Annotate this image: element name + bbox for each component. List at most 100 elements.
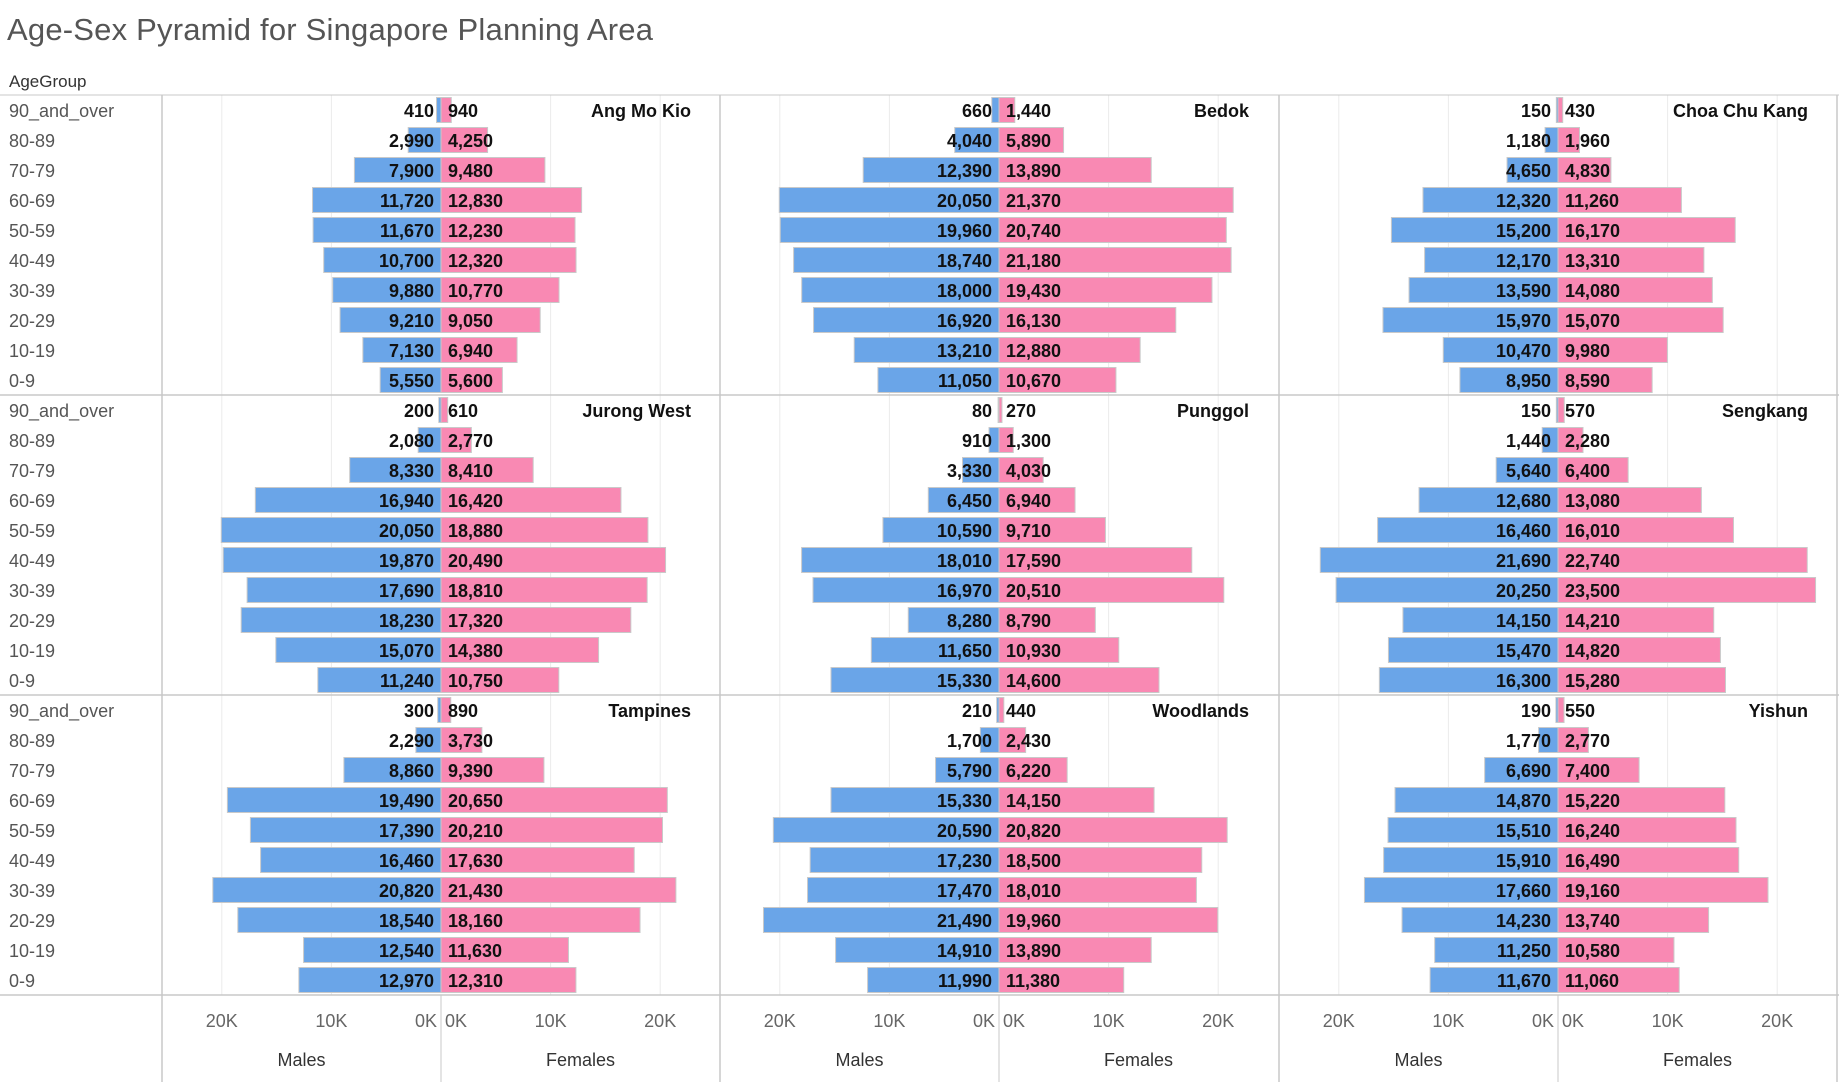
bar-female[interactable] — [998, 457, 1044, 483]
bar-female[interactable] — [998, 817, 1228, 843]
bar-female[interactable] — [440, 367, 503, 393]
bar-female[interactable] — [440, 607, 632, 633]
bar-female[interactable] — [998, 127, 1065, 153]
bar-female[interactable] — [998, 847, 1203, 873]
bar-female[interactable] — [998, 97, 1016, 123]
bar-female[interactable] — [440, 517, 649, 543]
bar-female[interactable] — [998, 697, 1005, 723]
bar-female[interactable] — [1557, 607, 1715, 633]
bar-female[interactable] — [1557, 217, 1736, 243]
bar-male[interactable] — [1335, 577, 1559, 603]
bar-female[interactable] — [998, 967, 1125, 993]
bar-male[interactable] — [254, 487, 442, 513]
bar-female[interactable] — [440, 877, 677, 903]
bar-female[interactable] — [1557, 937, 1675, 963]
bar-female[interactable] — [998, 607, 1096, 633]
bar-female[interactable] — [998, 637, 1120, 663]
bar-female[interactable] — [440, 697, 452, 723]
bar-female[interactable] — [1557, 547, 1808, 573]
bar-male[interactable] — [1459, 367, 1559, 393]
bar-female[interactable] — [440, 487, 622, 513]
bar-female[interactable] — [1557, 427, 1584, 453]
bar-male[interactable] — [212, 877, 442, 903]
bar-male[interactable] — [1506, 157, 1559, 183]
bar-male[interactable] — [1377, 517, 1559, 543]
bar-male[interactable] — [779, 217, 1000, 243]
bar-female[interactable] — [998, 907, 1219, 933]
bar-male[interactable] — [1429, 967, 1559, 993]
bar-male[interactable] — [862, 157, 1000, 183]
bar-female[interactable] — [1557, 817, 1737, 843]
bar-female[interactable] — [440, 277, 560, 303]
bar-male[interactable] — [830, 787, 1000, 813]
bar-female[interactable] — [440, 637, 600, 663]
bar-female[interactable] — [1557, 367, 1653, 393]
bar-female[interactable] — [998, 247, 1232, 273]
bar-female[interactable] — [998, 397, 1003, 423]
bar-female[interactable] — [440, 247, 577, 273]
bar-female[interactable] — [440, 847, 635, 873]
bar-female[interactable] — [1557, 667, 1726, 693]
bar-female[interactable] — [440, 727, 483, 753]
bar-male[interactable] — [226, 787, 442, 813]
bar-male[interactable] — [830, 667, 1000, 693]
bar-male[interactable] — [362, 337, 442, 363]
bar-female[interactable] — [998, 757, 1068, 783]
bar-female[interactable] — [1557, 127, 1580, 153]
bar-male[interactable] — [882, 517, 1000, 543]
bar-male[interactable] — [246, 577, 442, 603]
bar-male[interactable] — [1319, 547, 1559, 573]
bar-male[interactable] — [1418, 487, 1559, 513]
bar-male[interactable] — [1401, 907, 1559, 933]
bar-male[interactable] — [813, 307, 1000, 333]
bar-female[interactable] — [998, 337, 1141, 363]
bar-female[interactable] — [440, 157, 546, 183]
bar-female[interactable] — [998, 667, 1160, 693]
bar-female[interactable] — [440, 937, 569, 963]
bar-male[interactable] — [379, 367, 442, 393]
bar-male[interactable] — [237, 907, 442, 933]
bar-female[interactable] — [440, 577, 648, 603]
bar-female[interactable] — [440, 757, 545, 783]
bar-male[interactable] — [1382, 307, 1559, 333]
bar-female[interactable] — [998, 577, 1225, 603]
bar-female[interactable] — [998, 157, 1152, 183]
bar-female[interactable] — [1557, 397, 1565, 423]
bar-female[interactable] — [440, 397, 449, 423]
bar-female[interactable] — [1557, 847, 1740, 873]
bar-female[interactable] — [1557, 727, 1589, 753]
bar-male[interactable] — [220, 517, 442, 543]
bar-female[interactable] — [1557, 97, 1564, 123]
bar-female[interactable] — [1557, 787, 1726, 813]
bar-male[interactable] — [1378, 667, 1559, 693]
bar-male[interactable] — [339, 307, 442, 333]
bar-female[interactable] — [440, 547, 667, 573]
bar-male[interactable] — [935, 757, 1000, 783]
bar-female[interactable] — [1557, 187, 1682, 213]
bar-female[interactable] — [440, 217, 576, 243]
bar-female[interactable] — [440, 667, 560, 693]
bar-female[interactable] — [440, 97, 452, 123]
bar-male[interactable] — [1442, 337, 1559, 363]
bar-male[interactable] — [260, 847, 442, 873]
bar-female[interactable] — [998, 487, 1076, 513]
bar-male[interactable] — [991, 97, 1000, 123]
bar-female[interactable] — [1557, 517, 1734, 543]
bar-female[interactable] — [998, 937, 1152, 963]
bar-male[interactable] — [303, 937, 442, 963]
bar-male[interactable] — [835, 937, 1000, 963]
bar-male[interactable] — [312, 187, 442, 213]
bar-female[interactable] — [440, 817, 664, 843]
bar-female[interactable] — [998, 877, 1197, 903]
bar-male[interactable] — [1387, 817, 1559, 843]
bar-female[interactable] — [998, 307, 1177, 333]
bar-female[interactable] — [1557, 907, 1710, 933]
bar-female[interactable] — [1557, 877, 1769, 903]
bar-female[interactable] — [1557, 337, 1668, 363]
bar-male[interactable] — [343, 757, 442, 783]
bar-female[interactable] — [1557, 967, 1680, 993]
bar-female[interactable] — [998, 367, 1117, 393]
bar-male[interactable] — [1484, 757, 1559, 783]
bar-female[interactable] — [440, 457, 534, 483]
bar-male[interactable] — [1408, 277, 1559, 303]
